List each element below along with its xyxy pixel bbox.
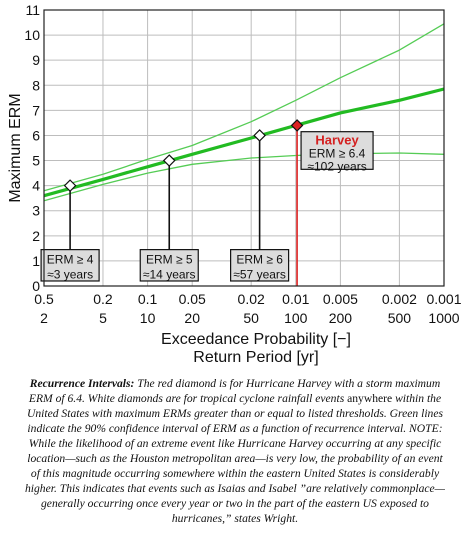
marker-label-line1-0: ERM ≥ 4 bbox=[47, 253, 94, 267]
x-tick-label-probability: 0.02 bbox=[238, 291, 265, 307]
marker-label-line1-1: ERM ≥ 5 bbox=[146, 253, 193, 267]
caption-text-1: The red diamond is for Hurricane Harvey … bbox=[28, 377, 441, 405]
x-tick-label-probability: 0.002 bbox=[382, 291, 417, 307]
y-tick-label: 1 bbox=[32, 253, 40, 269]
marker-label-line2-1: ≈14 years bbox=[143, 268, 196, 282]
series-line-confidence-upper bbox=[43, 23, 445, 192]
y-tick-label: 8 bbox=[32, 77, 40, 93]
harvey-label-line1: ERM ≥ 6.4 bbox=[309, 147, 366, 161]
y-tick-label: 10 bbox=[24, 27, 40, 43]
x-tick-label-return-period: 20 bbox=[184, 310, 200, 326]
marker-label-box-0 bbox=[40, 249, 100, 282]
x-tick-label-probability: 0.001 bbox=[426, 291, 461, 307]
marker-label-box-2 bbox=[230, 249, 290, 282]
marker-label-line2-0: ≈3 years bbox=[47, 268, 93, 282]
x-axis-label-return-period: Return Period [yr] bbox=[193, 349, 318, 366]
x-tick-label-probability: 0.5 bbox=[34, 291, 54, 307]
x-tick-label-return-period: 2 bbox=[40, 310, 48, 326]
x-axis-label-probability: Exceedance Probability [−] bbox=[161, 331, 351, 348]
figure-caption: Recurrence Intervals: The red diamond is… bbox=[22, 376, 448, 526]
x-tick-label-return-period: 1000 bbox=[428, 310, 459, 326]
x-tick-label-return-period: 50 bbox=[243, 310, 259, 326]
x-tick-label-probability: 0.005 bbox=[323, 291, 358, 307]
x-tick-label-return-period: 200 bbox=[329, 310, 353, 326]
y-tick-label: 11 bbox=[25, 2, 40, 18]
marker-diamond-2 bbox=[253, 129, 266, 142]
series-line-best-fit bbox=[43, 87, 445, 198]
marker-label-line2-2: ≈57 years bbox=[233, 268, 286, 282]
y-tick-label: 4 bbox=[32, 178, 40, 194]
y-tick-label: 6 bbox=[32, 127, 40, 143]
series-line-confidence-lower bbox=[43, 152, 445, 202]
y-axis-label: Maximum ERM bbox=[7, 93, 24, 202]
x-tick-label-probability: 0.05 bbox=[179, 291, 206, 307]
marker-diamond-1 bbox=[162, 154, 176, 167]
erm-chart: ERM ≥ 4≈3 years ERM ≥ 5≈14 years ERM ≥ 6≈5… bbox=[7, 2, 462, 366]
caption-text-2: within the United States with maximum ER… bbox=[24, 392, 445, 525]
marker-label-line1-2: ERM ≥ 6 bbox=[236, 253, 283, 267]
harvey-label-line2: ≈102 years bbox=[307, 160, 366, 174]
harvey-label-box bbox=[300, 131, 374, 170]
plot-area bbox=[44, 10, 444, 286]
x-tick-label-return-period: 10 bbox=[140, 310, 156, 326]
marker-label-box-1 bbox=[139, 249, 199, 282]
x-tick-label-return-period: 100 bbox=[284, 310, 308, 326]
caption-lead: Recurrence Intervals: bbox=[29, 377, 135, 390]
y-tick-label: 7 bbox=[32, 102, 40, 118]
y-tick-label: 0 bbox=[32, 278, 40, 294]
caption-emphasis: anywhere bbox=[347, 392, 393, 405]
harvey-diamond bbox=[290, 119, 304, 132]
y-tick-label: 2 bbox=[32, 228, 40, 244]
plot-frame bbox=[43, 9, 445, 287]
y-tick-label: 3 bbox=[32, 203, 40, 219]
x-tick-label-return-period: 5 bbox=[99, 310, 107, 326]
harvey-label-title: Harvey bbox=[315, 133, 359, 148]
y-tick-label: 9 bbox=[32, 52, 40, 68]
marker-diamond-0 bbox=[63, 179, 77, 192]
x-tick-label-probability: 0.2 bbox=[93, 291, 113, 307]
y-tick-label: 5 bbox=[32, 153, 40, 169]
x-tick-label-return-period: 500 bbox=[388, 310, 412, 326]
x-tick-label-probability: 0.01 bbox=[282, 291, 309, 307]
x-tick-label-probability: 0.1 bbox=[138, 291, 158, 307]
